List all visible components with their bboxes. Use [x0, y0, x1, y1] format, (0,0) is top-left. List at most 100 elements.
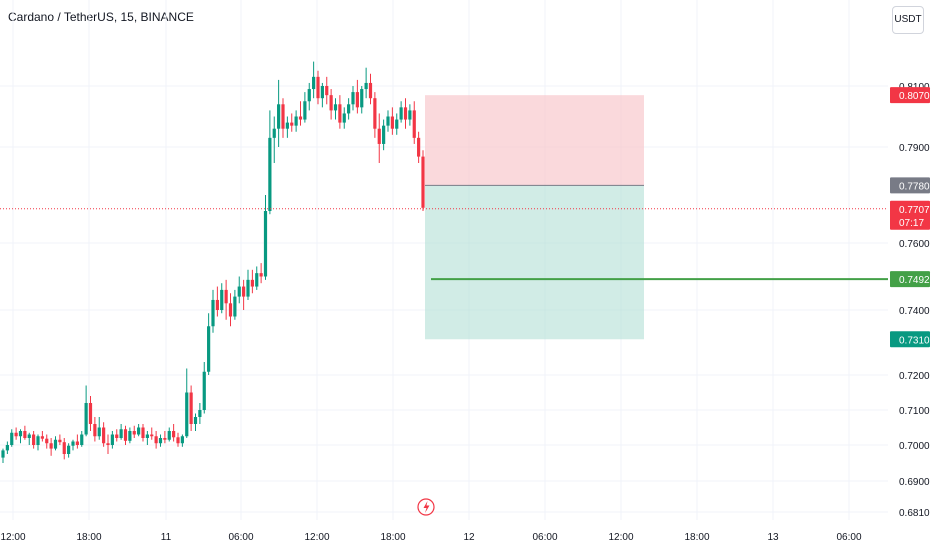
candle-body: [58, 439, 62, 443]
candle-body: [215, 299, 219, 310]
current-price-tag: [890, 200, 930, 230]
candle-body: [285, 122, 289, 129]
candle-body: [141, 427, 145, 438]
candle-body: [329, 95, 333, 111]
entry-price-tag-text: 0.7780: [899, 181, 930, 192]
candle-body: [128, 431, 132, 441]
candle-body: [97, 427, 101, 437]
candles: [1, 61, 425, 463]
candle-body: [360, 89, 364, 108]
candle-body: [277, 104, 281, 129]
lightning-icon: [423, 501, 430, 513]
time-tick-label: 12:00: [608, 532, 633, 543]
price-tick-label: 0.6810: [899, 508, 930, 519]
candle-body: [255, 273, 259, 287]
stop-price-tag: [890, 87, 930, 104]
time-tick-label: 12:00: [0, 532, 25, 543]
candle-body: [421, 156, 425, 208]
candle-body: [294, 116, 298, 126]
candle-body: [137, 427, 141, 435]
candle-body: [281, 104, 285, 129]
entry-price-tag: [890, 177, 930, 194]
candle-body: [368, 82, 373, 99]
event-marker[interactable]: [417, 498, 435, 516]
candle-body: [237, 286, 241, 297]
time-tick-label: 18:00: [76, 532, 101, 543]
stop-loss-zone: [425, 95, 644, 186]
price-axis: 0.81000.79000.76000.74000.72000.71000.70…: [899, 82, 930, 519]
candle-body: [185, 392, 189, 437]
time-tick-label: 11: [161, 532, 172, 543]
candle-body: [325, 86, 329, 96]
candle-body: [189, 392, 193, 424]
line-price-tag-text: 0.7492: [899, 275, 930, 286]
candle-body: [102, 427, 106, 444]
candle-body: [351, 92, 355, 105]
candle-body: [172, 431, 176, 438]
candle-body: [242, 286, 246, 297]
candle-body: [198, 410, 202, 417]
candle-body: [342, 113, 346, 123]
current-price-tag-text: 0.7707: [899, 205, 930, 216]
candle-body: [390, 116, 394, 129]
candle-body: [45, 438, 49, 444]
candle-body: [233, 296, 237, 317]
candle-body: [307, 89, 311, 102]
price-tick-label: 0.7200: [899, 371, 930, 382]
position-zones: [425, 95, 644, 340]
candle-body: [119, 429, 123, 438]
candle-body: [250, 279, 254, 287]
candle-body: [180, 436, 184, 444]
candle-body: [259, 273, 263, 277]
candle-body: [49, 443, 53, 449]
time-tick-label: 12: [463, 532, 475, 543]
take-profit-zone: [425, 185, 644, 340]
time-tick-label: 18:00: [684, 532, 709, 543]
time-tick-label: 06:00: [836, 532, 861, 543]
candle-body: [290, 122, 294, 126]
candle-body: [167, 431, 171, 440]
candle-body: [40, 436, 44, 439]
candle-body: [75, 441, 79, 445]
candle-body: [132, 431, 136, 435]
candle-body: [163, 438, 167, 440]
price-tick-label: 0.6900: [899, 477, 930, 488]
candle-body: [347, 104, 351, 114]
candle-body: [303, 101, 307, 120]
candle-body: [123, 429, 128, 441]
time-tick-label: 06:00: [228, 532, 253, 543]
current-price-tag-text: 07:17: [899, 218, 924, 229]
candle-body: [1, 450, 5, 458]
candle-body: [224, 289, 228, 304]
candle-body: [193, 417, 198, 424]
candle-body: [298, 116, 303, 120]
candle-body: [27, 434, 31, 438]
candle-body: [316, 76, 320, 99]
candle-body: [338, 104, 342, 123]
currency-button[interactable]: USDT: [892, 6, 924, 34]
target-price-tag: [890, 331, 930, 348]
line-price-tag: [890, 271, 930, 288]
candle-body: [62, 442, 66, 454]
candle-body: [145, 434, 149, 438]
price-tick-label: 0.7000: [899, 441, 930, 452]
candle-body: [246, 279, 250, 297]
candle-body: [67, 445, 71, 454]
candle-body: [399, 107, 403, 120]
candle-body: [272, 128, 276, 138]
price-tick-label: 0.7100: [899, 406, 930, 417]
candle-body: [377, 128, 381, 144]
candle-body: [14, 432, 18, 437]
candle-body: [93, 424, 97, 437]
candle-body: [263, 211, 268, 277]
candle-body: [333, 104, 338, 111]
time-tick-label: 13: [767, 532, 779, 543]
candle-body: [228, 303, 233, 317]
candle-body: [154, 436, 158, 444]
stop-price-tag-text: 0.8070: [899, 91, 930, 102]
candle-body: [88, 403, 93, 424]
price-tags: 0.8070 0.7780 0.7707 07:17 0.7492 0.7310: [890, 87, 930, 348]
candle-body: [364, 82, 368, 90]
candle-body: [115, 434, 119, 438]
